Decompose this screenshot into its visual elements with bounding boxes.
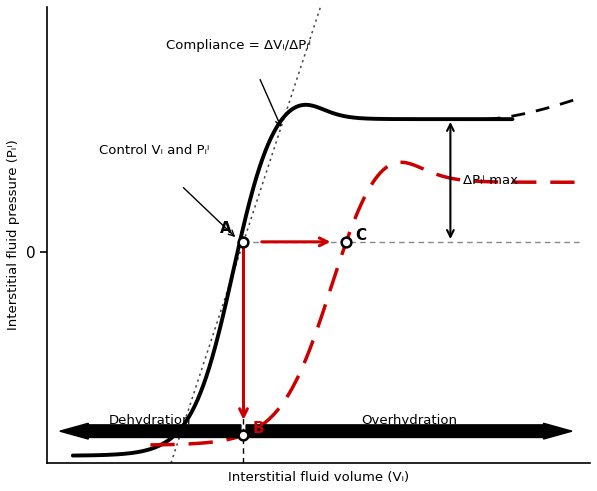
Text: B: B [253,421,264,436]
Text: Overhydration: Overhydration [361,414,457,427]
Text: Dehydration: Dehydration [109,414,192,427]
Text: Compliance = ΔVᵢ/ΔPᵢⁱ: Compliance = ΔVᵢ/ΔPᵢⁱ [166,39,311,52]
FancyArrow shape [60,423,241,439]
FancyArrow shape [246,423,572,439]
Text: ΔPᵢⁱ max: ΔPᵢⁱ max [463,174,518,187]
Text: C: C [356,228,367,243]
Text: A: A [220,221,232,236]
Text: Control Vᵢ and Pᵢⁱ: Control Vᵢ and Pᵢⁱ [99,144,209,157]
Y-axis label: Interstitial fluid pressure (Pᵢⁱ): Interstitial fluid pressure (Pᵢⁱ) [7,139,20,330]
X-axis label: Interstitial fluid volume (Vᵢ): Interstitial fluid volume (Vᵢ) [228,471,409,484]
